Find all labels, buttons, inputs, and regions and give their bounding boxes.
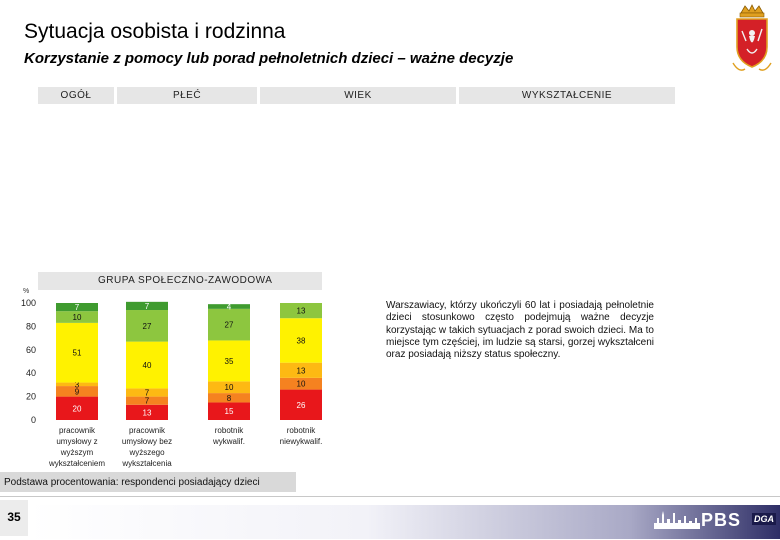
bar-segment (208, 308, 250, 341)
bar-segment (208, 304, 250, 309)
y-tick-label: 0 (31, 415, 36, 425)
bar-data-label: 35 (225, 357, 234, 366)
bar-data-label: 7 (75, 303, 80, 312)
y-axis-unit: % (23, 288, 29, 295)
category-label: pracownik umysłowy z wyższym wykształceniem (48, 426, 105, 468)
footer-bar (28, 505, 780, 539)
bar-segment (280, 303, 322, 319)
bar-data-label: 7 (145, 389, 150, 398)
column-header-plec: PŁEĆ (117, 87, 257, 104)
bar-data-label: 10 (297, 380, 306, 389)
bar-segment (126, 341, 168, 389)
bar-segment (208, 393, 250, 403)
bar-data-label: 27 (143, 322, 152, 331)
category-label: robotnik niewykwalif. (280, 426, 323, 446)
bar-segment (56, 322, 98, 383)
y-tick-label: 60 (26, 345, 36, 355)
bar-data-label: 3 (75, 380, 80, 389)
page-number: 35 (0, 500, 28, 536)
dga-logo: DGA (752, 513, 776, 525)
bar-data-label: 10 (225, 383, 234, 392)
bar-segment (208, 381, 250, 394)
warsaw-coat-of-arms-icon (732, 4, 772, 71)
y-tick-label: 20 (26, 392, 36, 402)
page-subtitle: Korzystanie z pomocy lub porad pełnoletn… (24, 50, 514, 67)
bar-segment (56, 396, 98, 420)
description-text: Warszawiacy, którzy ukończyli 60 lat i p… (386, 300, 654, 361)
bar-segment (56, 303, 98, 312)
bar-data-label: 13 (297, 366, 306, 375)
bar-data-label: 8 (227, 394, 232, 403)
bar-data-label: 15 (225, 407, 234, 416)
footer-divider (0, 496, 780, 497)
bar-segment (280, 318, 322, 363)
bar-segment (126, 301, 168, 311)
bar-data-label: 26 (297, 401, 306, 410)
category-label: robotnik wykwalif. (212, 426, 245, 446)
bar-data-label: 20 (73, 404, 82, 413)
bar-segment (126, 310, 168, 342)
bar-segment (56, 386, 98, 397)
bar-data-label: 13 (297, 307, 306, 316)
bar-segment (126, 404, 168, 420)
bar-data-label: 40 (143, 361, 152, 370)
footnote: Podstawa procentowania: respondenci posi… (0, 472, 296, 492)
bar-segment (56, 311, 98, 323)
y-tick-label: 100 (21, 298, 36, 308)
page-title: Sytuacja osobista i rodzinna (24, 20, 286, 43)
bar-data-label: 10 (73, 313, 82, 322)
bar-segment (126, 396, 168, 405)
bar-data-label: 7 (145, 302, 150, 311)
category-label: pracownik umysłowy bez wyższego wykształcen… (121, 426, 172, 468)
column-header-wyksztalcenie: WYKSZTAŁCENIE (459, 87, 675, 104)
bar-segment (280, 362, 322, 378)
bar-data-label: 51 (73, 349, 82, 358)
bar-segment (280, 389, 322, 420)
bar-data-label: 13 (143, 408, 152, 417)
bar-segment (208, 402, 250, 420)
column-header-ogol: OGÓŁ (38, 87, 114, 104)
bar-data-label: 7 (145, 397, 150, 406)
column-header-wiek: WIEK (260, 87, 456, 104)
y-tick-label: 80 (26, 321, 36, 331)
bar-data-label: 38 (297, 336, 306, 345)
bar-segment (126, 388, 168, 397)
bar-data-label: 9 (75, 387, 80, 396)
city-skyline-icon (654, 511, 700, 529)
y-tick-label: 40 (26, 368, 36, 378)
bar-segment (208, 340, 250, 382)
pbs-logo: PBS (701, 510, 742, 530)
bar-segment (56, 382, 98, 387)
bar-data-label: 27 (225, 321, 234, 330)
bar-segment (280, 377, 322, 390)
section-header: GRUPA SPOŁECZNO-ZAWODOWA (38, 272, 322, 290)
bar-data-label: 4 (227, 303, 232, 312)
